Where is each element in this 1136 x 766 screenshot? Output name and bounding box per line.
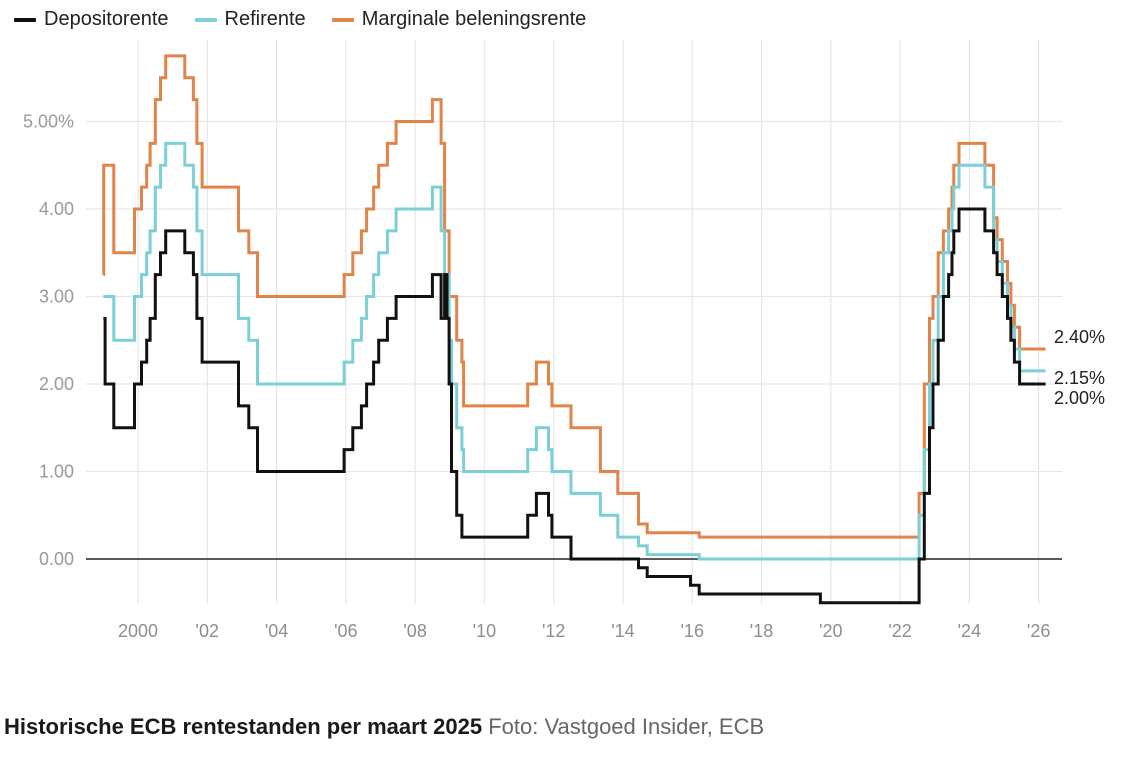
y-tick-label: 0.00 bbox=[39, 549, 74, 569]
end-label-refirente: 2.15% bbox=[1054, 368, 1105, 388]
x-tick-label: '12 bbox=[542, 621, 565, 641]
x-tick-label: '18 bbox=[750, 621, 773, 641]
x-tick-label: 2000 bbox=[118, 621, 158, 641]
legend-swatch-refirente bbox=[194, 17, 217, 22]
y-tick-label: 4.00 bbox=[39, 199, 74, 219]
x-tick-label: '14 bbox=[611, 621, 634, 641]
y-tick-label: 2.00 bbox=[39, 374, 74, 394]
end-label-marginale: 2.40% bbox=[1054, 327, 1105, 347]
series-depositorente-line bbox=[103, 207, 1046, 605]
x-tick-label: '02 bbox=[196, 621, 219, 641]
x-tick-label: '10 bbox=[473, 621, 496, 641]
x-tick-label: '08 bbox=[403, 621, 426, 641]
x-tick-label: '06 bbox=[334, 621, 357, 641]
legend-item-refirente: Refirente bbox=[194, 8, 306, 31]
legend-item-marginale: Marginale beleningsrente bbox=[331, 8, 587, 31]
x-tick-label: '22 bbox=[888, 621, 911, 641]
x-tick-label: '04 bbox=[265, 621, 288, 641]
chart-legend: Depositorente Refirente Marginale beleni… bbox=[14, 8, 586, 31]
legend-item-depositorente: Depositorente bbox=[14, 8, 169, 31]
legend-label-marginale: Marginale beleningsrente bbox=[361, 8, 587, 30]
y-tick-label: 1.00 bbox=[39, 462, 74, 482]
y-tick-label: 5.00% bbox=[23, 112, 74, 132]
series-marginale-line bbox=[102, 54, 1046, 539]
caption: Historische ECB rentestanden per maart 2… bbox=[4, 714, 764, 740]
x-tick-label: '24 bbox=[958, 621, 981, 641]
x-tick-label: '20 bbox=[819, 621, 842, 641]
legend-swatch-depositorente bbox=[14, 17, 36, 22]
x-tick-label: '16 bbox=[681, 621, 704, 641]
series-refirente-line bbox=[103, 141, 1046, 561]
legend-swatch-marginale bbox=[331, 17, 354, 22]
legend-label-refirente: Refirente bbox=[224, 8, 306, 30]
caption-credit: Foto: Vastgoed Insider, ECB bbox=[488, 714, 765, 739]
rate-chart: 2000 '02 '04 '06 '08 '10 '12 '14 '16 '18 '20 '22 '24… bbox=[23, 40, 1105, 641]
y-tick-label: 3.00 bbox=[39, 287, 74, 307]
x-tick-label: '26 bbox=[1027, 621, 1050, 641]
caption-title: Historische ECB rentestanden per maart 2… bbox=[4, 714, 483, 739]
end-label-depositorente: 2.00% bbox=[1054, 388, 1105, 408]
legend-label-depositorente: Depositorente bbox=[44, 8, 169, 30]
